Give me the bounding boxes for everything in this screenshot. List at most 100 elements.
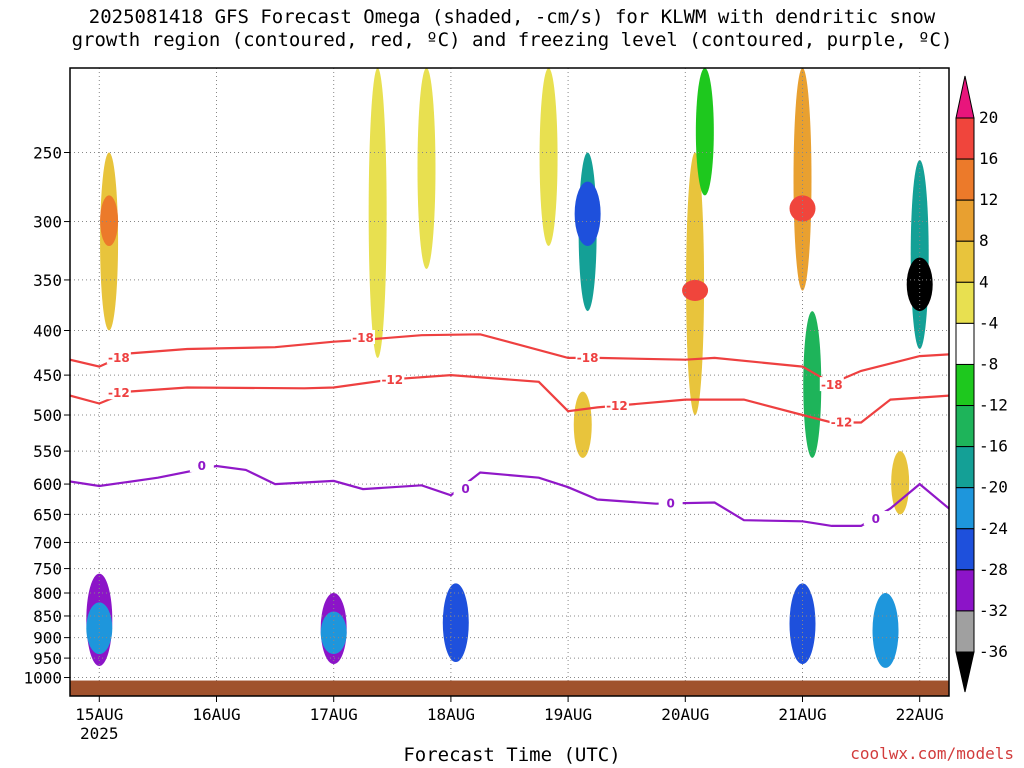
colorbar: 20 16 12 8 4 -4 -8 -12 -16 -20 -24 -28 -32 -36 <box>955 75 1008 693</box>
colorbar-segment <box>955 405 975 448</box>
omega-cell <box>539 68 558 246</box>
contour-label-bg <box>604 397 629 412</box>
terrain-fill <box>70 680 949 696</box>
chart-title-line1: 2025081418 GFS Forecast Omega (shaded, -… <box>88 6 936 28</box>
y-tick-label: 900 <box>33 629 62 648</box>
x-tick-label: 15AUG <box>75 705 123 724</box>
omega-cell <box>574 181 601 246</box>
contour-label-bg <box>829 414 854 429</box>
plot-frame <box>69 67 950 697</box>
grid-lines <box>70 68 949 696</box>
contour-label-bg <box>658 495 683 510</box>
contour-label-bg <box>380 372 405 387</box>
omega-cell <box>417 68 436 269</box>
chart-title-line2: growth region (contoured, red, ºC) and f… <box>71 29 953 51</box>
colorbar-segment <box>955 446 975 489</box>
omega-cell <box>695 68 714 196</box>
y-tick-label: 600 <box>33 475 62 494</box>
colorbar-segment <box>955 569 975 612</box>
omega-cell <box>891 451 910 515</box>
omega-cell <box>368 68 387 358</box>
contour-label-bg <box>351 330 375 345</box>
y-tick-label: 300 <box>33 213 62 232</box>
x-axis-label: Forecast Time (UTC) <box>403 744 621 766</box>
colorbar-label: -24 <box>979 519 1008 538</box>
x-tick-label: 21AUG <box>778 705 826 724</box>
colorbar-segment <box>955 281 975 324</box>
colorbar-label: -32 <box>979 601 1008 620</box>
contour-label-bg <box>863 511 888 526</box>
x-tick-label: 19AUG <box>544 705 592 724</box>
colorbar-top-arrow <box>955 75 975 119</box>
contour-label: -18 <box>821 378 843 392</box>
colorbar-label: 4 <box>979 272 989 291</box>
contour-label: -12 <box>606 399 628 413</box>
x-tick-label: 20AUG <box>661 705 709 724</box>
x-tick-label: 16AUG <box>192 705 240 724</box>
omega-cell <box>682 279 709 301</box>
contour-label: 0 <box>666 497 674 511</box>
contour-label: 0 <box>198 459 206 473</box>
colorbar-segment <box>955 158 975 201</box>
contour-label-bg <box>106 385 131 400</box>
y-tick-label: 1000 <box>23 669 62 688</box>
colorbar-label: -36 <box>979 642 1008 661</box>
contour-label: -12 <box>831 416 853 430</box>
colorbar-label: 12 <box>979 190 998 209</box>
colorbar-segment <box>955 117 975 160</box>
contour-label: -12 <box>108 386 130 400</box>
contour-label-bg <box>453 481 478 496</box>
x-tick-label: 18AUG <box>427 705 475 724</box>
omega-cell <box>100 195 119 246</box>
omega-cell <box>872 593 899 668</box>
contour-label: -18 <box>108 351 130 365</box>
contour-label: 0 <box>872 512 880 526</box>
y-tick-label: 550 <box>33 442 62 461</box>
x-tick-label: 17AUG <box>310 705 358 724</box>
colorbar-segment <box>955 363 975 407</box>
y-tick-label: 450 <box>33 366 62 385</box>
colorbar-label: -12 <box>979 396 1008 415</box>
colorbar-label: -8 <box>979 354 998 373</box>
x-tick-label: 22AUG <box>896 705 944 724</box>
y-tick-label: 950 <box>33 649 62 668</box>
contour-line <box>70 464 949 527</box>
colorbar-segment <box>955 528 975 571</box>
omega-cell <box>789 583 816 665</box>
colorbar-bottom-arrow <box>955 651 975 693</box>
colorbar-label: -20 <box>979 478 1008 497</box>
colorbar-label: -4 <box>979 313 998 332</box>
colorbar-segment <box>955 487 975 530</box>
contour-label: -18 <box>352 331 374 345</box>
y-tick-label: 700 <box>33 533 62 552</box>
colorbar-segment <box>955 610 975 653</box>
colorbar-label: 20 <box>979 108 998 127</box>
y-tick-label: 350 <box>33 271 62 290</box>
contour-label: -12 <box>381 373 403 387</box>
contour-labels: -18 -18 -18 -18 -12 -12 -12 -12 0 0 0 0 <box>106 330 888 526</box>
credit-text[interactable]: coolwx.com/models <box>850 744 1014 763</box>
contour-label-bg <box>575 349 600 364</box>
colorbar-label: 16 <box>979 149 998 168</box>
y-tick-label: 850 <box>33 607 62 626</box>
omega-shading <box>86 68 933 668</box>
y-tick-label: 400 <box>33 322 62 341</box>
omega-cell <box>442 583 469 663</box>
colorbar-segment <box>955 322 975 365</box>
y-tick-label: 250 <box>33 144 62 163</box>
colorbar-label: 8 <box>979 231 989 250</box>
contour-label-bg <box>189 457 214 472</box>
colorbar-segment <box>955 199 975 242</box>
contour-label: -18 <box>577 351 599 365</box>
chart-title: 2025081418 GFS Forecast Omega (shaded, -… <box>0 6 1024 52</box>
y-tick-label: 650 <box>33 505 62 524</box>
contour-label-bg <box>819 377 844 392</box>
y-tick-label: 500 <box>33 406 62 425</box>
x-tick-sublabel: 2025 <box>80 724 119 743</box>
y-tick-label: 800 <box>33 584 62 603</box>
y-tick-label: 750 <box>33 560 62 579</box>
omega-cell <box>793 68 812 291</box>
colorbar-segment <box>955 240 975 283</box>
